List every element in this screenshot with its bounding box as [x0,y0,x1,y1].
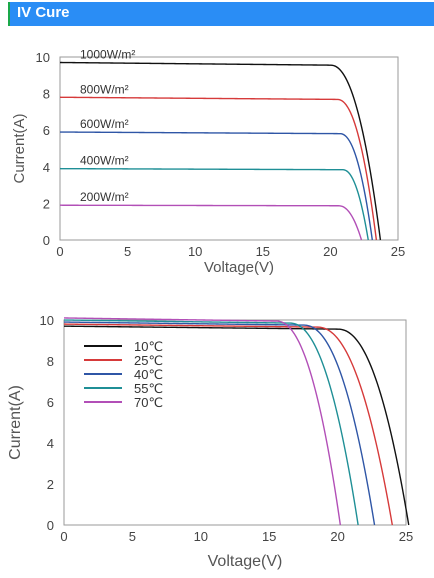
series-line [59,131,374,241]
y-tick-label: 10 [36,50,50,65]
series-label: 200W/m² [80,190,129,204]
x-tick-label: 25 [399,529,413,544]
x-tick-label: 25 [391,244,405,259]
y-tick-label: 2 [43,196,50,211]
y-tick-label: 6 [47,395,54,410]
y-tick-label: 4 [47,436,54,451]
y-tick-label: 6 [43,123,50,138]
x-axis-label: Voltage(V) [208,553,283,570]
series-line [59,96,378,241]
y-axis-label: Current(A) [7,385,24,460]
y-tick-label: 4 [43,160,50,175]
legend-label: 10℃ [134,339,163,354]
y-tick-label: 10 [40,313,54,328]
series-line [59,167,369,241]
y-tick-label: 8 [47,354,54,369]
series-label: 800W/m² [80,82,129,96]
page-title: IV Cure [17,4,70,21]
y-tick-label: 0 [43,233,50,248]
x-tick-label: 0 [56,244,63,259]
plot-frame-top [59,56,399,241]
series-label: 1000W/m² [80,47,135,61]
title-bar: IV Cure [8,2,434,26]
x-tick-label: 15 [262,529,276,544]
legend-label: 25℃ [134,353,163,368]
y-tick-label: 0 [47,518,54,533]
x-tick-label: 5 [124,244,131,259]
series-line [63,317,342,526]
series-line [63,321,376,526]
x-tick-label: 15 [256,244,270,259]
legend-label: 55℃ [134,381,163,396]
y-tick-label: 2 [47,477,54,492]
series-line [59,61,382,241]
y-tick-label: 8 [43,87,50,102]
series-line [63,319,359,526]
legend-label: 70℃ [134,395,163,410]
x-axis-label: Voltage(V) [204,259,274,276]
x-tick-label: 20 [330,529,344,544]
x-tick-label: 10 [194,529,208,544]
x-tick-label: 10 [188,244,202,259]
x-tick-label: 5 [129,529,136,544]
legend-label: 40℃ [134,367,163,382]
x-tick-label: 0 [60,529,67,544]
series-line [60,204,363,241]
series-label: 600W/m² [80,117,129,131]
x-tick-label: 20 [323,244,337,259]
series-label: 400W/m² [80,154,129,168]
series-line [63,325,410,526]
y-axis-label: Current(A) [11,113,28,183]
series-line [63,323,394,526]
